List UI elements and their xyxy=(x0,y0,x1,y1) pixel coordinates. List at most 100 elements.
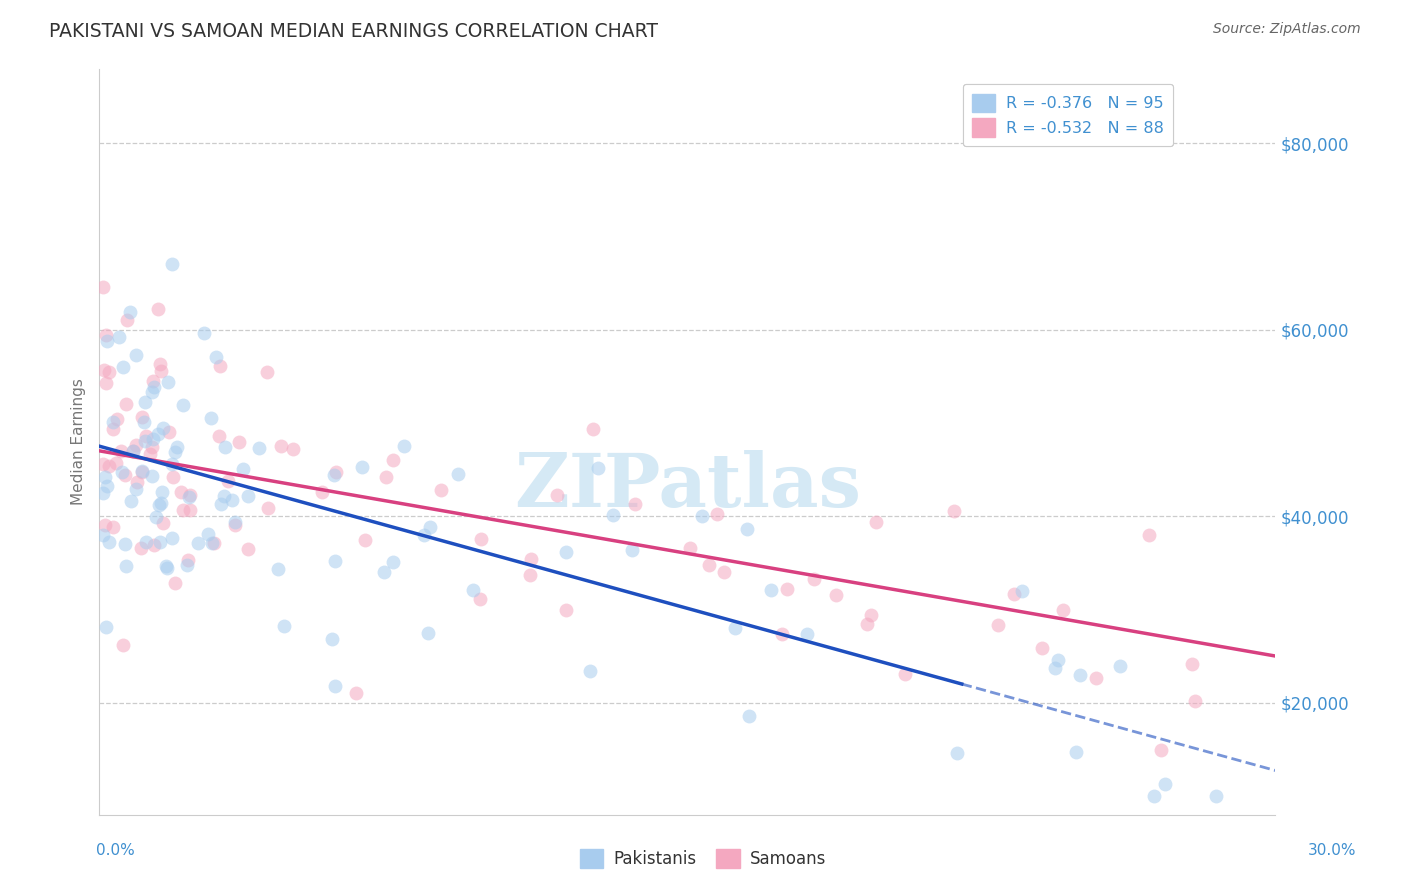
Pakistanis xyxy=(232,462,254,476)
Samoans xyxy=(470,533,492,547)
Pakistanis xyxy=(463,583,485,598)
Pakistanis xyxy=(124,482,146,496)
Pakistanis xyxy=(200,410,222,425)
Samoans xyxy=(520,552,543,566)
Samoans xyxy=(706,508,728,522)
Pakistanis xyxy=(141,468,163,483)
Samoans xyxy=(98,365,121,379)
Samoans xyxy=(697,558,720,572)
Pakistanis xyxy=(120,304,142,318)
Pakistanis xyxy=(134,395,156,409)
Pakistanis xyxy=(150,484,173,499)
Samoans xyxy=(94,518,117,533)
Samoans xyxy=(209,359,232,374)
Samoans xyxy=(770,627,793,641)
Pakistanis xyxy=(1205,789,1227,803)
Samoans xyxy=(93,279,115,293)
Samoans xyxy=(546,488,568,502)
Pakistanis xyxy=(350,459,373,474)
Samoans xyxy=(149,364,172,378)
Samoans xyxy=(124,438,146,452)
Samoans xyxy=(354,533,377,548)
Samoans xyxy=(238,542,260,557)
Pakistanis xyxy=(323,468,346,483)
Pakistanis xyxy=(602,508,624,522)
Pakistanis xyxy=(419,520,441,534)
Pakistanis xyxy=(1069,668,1091,682)
Pakistanis xyxy=(373,565,395,579)
Pakistanis xyxy=(382,555,405,569)
Pakistanis xyxy=(209,497,232,511)
Pakistanis xyxy=(221,493,243,508)
Text: 30.0%: 30.0% xyxy=(1309,843,1357,858)
Samoans xyxy=(172,502,194,516)
Pakistanis xyxy=(796,627,818,641)
Pakistanis xyxy=(94,620,117,634)
Pakistanis xyxy=(96,479,118,493)
Pakistanis xyxy=(621,543,644,558)
Pakistanis xyxy=(114,537,136,551)
Pakistanis xyxy=(135,534,157,549)
Samoans xyxy=(179,488,201,502)
Pakistanis xyxy=(201,535,224,549)
Samoans xyxy=(519,568,541,582)
Pakistanis xyxy=(111,359,134,374)
Samoans xyxy=(94,376,117,390)
Pakistanis xyxy=(148,498,170,512)
Samoans xyxy=(860,607,883,622)
Pakistanis xyxy=(1154,777,1177,791)
Pakistanis xyxy=(152,421,174,435)
Samoans xyxy=(152,516,174,530)
Pakistanis xyxy=(150,496,173,510)
Samoans xyxy=(111,638,134,652)
Samoans xyxy=(865,515,887,529)
Samoans xyxy=(103,422,125,436)
Pakistanis xyxy=(416,626,439,640)
Pakistanis xyxy=(1011,584,1033,599)
Samoans xyxy=(1084,671,1107,685)
Pakistanis xyxy=(149,535,172,549)
Pakistanis xyxy=(197,527,219,541)
Samoans xyxy=(142,374,165,388)
Pakistanis xyxy=(97,535,120,549)
Samoans xyxy=(470,592,492,607)
Pakistanis xyxy=(236,489,259,503)
Samoans xyxy=(162,469,184,483)
Pakistanis xyxy=(1043,661,1066,675)
Samoans xyxy=(115,313,138,327)
Samoans xyxy=(228,434,250,449)
Samoans xyxy=(281,442,304,457)
Legend: R = -0.376   N = 95, R = -0.532   N = 88: R = -0.376 N = 95, R = -0.532 N = 88 xyxy=(963,84,1173,146)
Pakistanis xyxy=(1142,789,1164,803)
Samoans xyxy=(825,588,848,602)
Pakistanis xyxy=(446,467,468,481)
Pakistanis xyxy=(224,516,246,530)
Pakistanis xyxy=(141,384,163,399)
Pakistanis xyxy=(323,679,346,693)
Pakistanis xyxy=(111,465,134,479)
Pakistanis xyxy=(1046,653,1069,667)
Pakistanis xyxy=(578,665,600,679)
Pakistanis xyxy=(121,443,143,458)
Samoans xyxy=(179,502,201,516)
Samoans xyxy=(678,541,700,556)
Samoans xyxy=(1181,657,1204,671)
Samoans xyxy=(1031,641,1053,656)
Samoans xyxy=(157,425,180,439)
Samoans xyxy=(146,301,169,316)
Samoans xyxy=(131,465,153,479)
Samoans xyxy=(1184,694,1206,708)
Pakistanis xyxy=(145,509,167,524)
Samoans xyxy=(1052,603,1074,617)
Samoans xyxy=(1002,587,1025,601)
Text: ZIPatlas: ZIPatlas xyxy=(513,450,860,523)
Samoans xyxy=(101,519,124,533)
Samoans xyxy=(1150,743,1173,757)
Samoans xyxy=(208,428,231,442)
Legend: Pakistanis, Samoans: Pakistanis, Samoans xyxy=(574,842,832,875)
Pakistanis xyxy=(267,561,290,575)
Pakistanis xyxy=(172,398,194,412)
Samoans xyxy=(554,603,576,617)
Samoans xyxy=(581,422,603,436)
Pakistanis xyxy=(156,375,179,389)
